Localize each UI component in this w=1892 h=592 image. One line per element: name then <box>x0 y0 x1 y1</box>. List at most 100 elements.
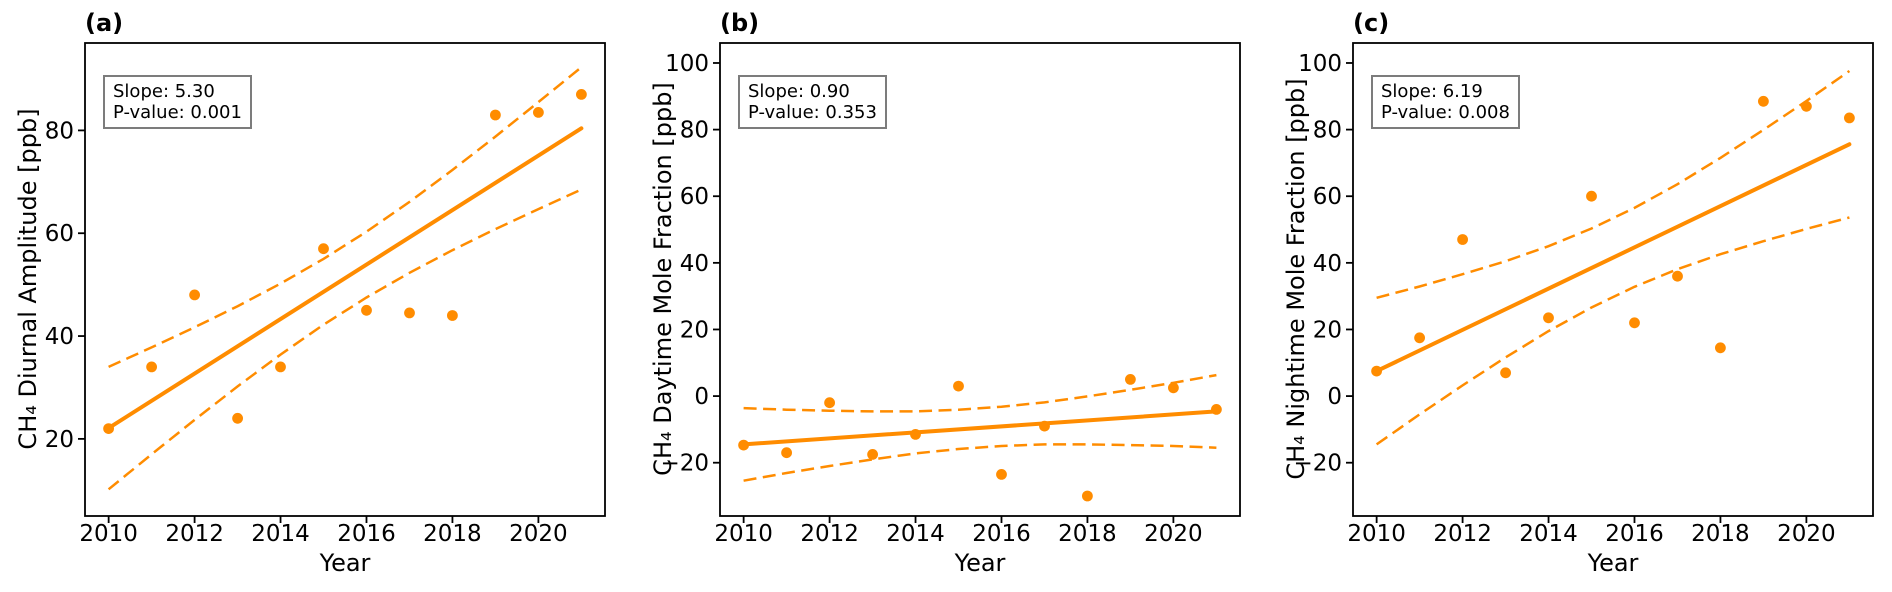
scatter-point <box>404 307 415 319</box>
scatter-point <box>867 449 878 460</box>
scatter-point <box>824 397 835 409</box>
panel-c-pvalue-label: P-value: 0.008 <box>1381 102 1510 123</box>
y-tick-label: 0 <box>1327 384 1342 410</box>
panel-a-y-axis-label: CH₄ Diurnal Amplitude [ppb] <box>14 108 42 450</box>
panel-b-x-axis-label: Year <box>954 549 1006 577</box>
fit-line <box>106 126 584 431</box>
scatter-point <box>1586 190 1597 202</box>
panel-b-y-axis-label: CH₄ Daytime Mole Fraction [ppb] <box>649 82 677 476</box>
panel-a-slope-label: Slope: 5.30 <box>113 81 215 102</box>
scatter-point <box>1082 490 1093 502</box>
ci-lower-line <box>1375 216 1850 446</box>
y-tick-label: 20 <box>1313 317 1342 343</box>
y-tick-label: 60 <box>45 221 74 247</box>
fit-line <box>741 409 1219 447</box>
y-tick-label: 40 <box>45 324 74 350</box>
y-tick-label: 80 <box>680 118 709 144</box>
x-tick-label: 2014 <box>251 521 310 547</box>
x-tick-label: 2016 <box>972 521 1031 547</box>
scatter-point <box>738 439 749 451</box>
y-tick-label: 100 <box>1298 51 1342 77</box>
scatter-point <box>1039 420 1050 432</box>
panel-c-annotation-box: Slope: 6.19 P-value: 0.008 <box>1371 75 1520 129</box>
scatter-point <box>1715 342 1726 354</box>
x-tick-label: 2010 <box>1347 521 1406 547</box>
scatter-point <box>1543 312 1554 324</box>
ci-lower-line <box>107 188 582 491</box>
scatter-point <box>275 361 286 373</box>
ci-lower-line <box>743 443 1217 482</box>
panel-b-title: (b) <box>720 9 760 37</box>
y-tick-label: 80 <box>45 118 74 144</box>
scatter-point <box>1211 404 1222 415</box>
scatter-point <box>996 469 1007 480</box>
x-tick-label: 2012 <box>165 521 224 547</box>
scatter-point <box>1758 95 1769 107</box>
y-tick-label: −20 <box>1293 451 1342 477</box>
y-tick-label: 20 <box>45 427 74 453</box>
x-tick-label: 2018 <box>1691 521 1750 547</box>
panel-b-pvalue-label: P-value: 0.353 <box>748 102 877 123</box>
y-tick-label: 80 <box>1313 118 1342 144</box>
fit-line <box>1374 142 1852 374</box>
scatter-point <box>447 310 458 321</box>
scatter-point <box>1371 365 1382 377</box>
panel-b-annotation-box: Slope: 0.90 P-value: 0.353 <box>738 75 887 129</box>
x-tick-label: 2020 <box>1777 521 1836 547</box>
x-tick-label: 2016 <box>1605 521 1664 547</box>
scatter-point <box>1125 374 1136 385</box>
panel-a-annotation-box: Slope: 5.30 P-value: 0.001 <box>103 75 252 129</box>
ci-upper-line <box>743 373 1217 413</box>
x-tick-label: 2020 <box>1144 521 1203 547</box>
panel-b-slope-label: Slope: 0.90 <box>748 81 850 102</box>
panel-c-x-axis-label: Year <box>1587 549 1639 577</box>
x-tick-label: 2010 <box>714 521 773 547</box>
scatter-point <box>910 429 921 440</box>
panel-c-y-axis-label: CH₄ Nightime Mole Fraction [ppb] <box>1282 78 1310 480</box>
y-tick-label: −20 <box>660 451 709 477</box>
scatter-point <box>103 423 114 434</box>
x-tick-label: 2010 <box>79 521 138 547</box>
scatter-point <box>1457 234 1468 245</box>
panel-a-pvalue-label: P-value: 0.001 <box>113 102 242 123</box>
scatter-point <box>953 380 964 392</box>
plot-border <box>84 42 606 517</box>
scatter-point <box>1629 317 1640 329</box>
scatter-point <box>1844 112 1855 124</box>
panel-b: 2010 2012 2014 2016 2018 2020 −20 0 20 40 60 80 100 <box>660 42 1241 547</box>
scatter-point <box>1672 270 1683 282</box>
panel-a-x-axis-label: Year <box>319 549 371 577</box>
scatter-point <box>361 304 372 316</box>
scatter-point <box>232 412 244 424</box>
plot-border <box>1352 42 1874 517</box>
scatter-point <box>576 89 587 100</box>
scatter-point <box>1801 100 1812 112</box>
panel-c: 2010 2012 2014 2016 2018 2020 −20 0 20 40 60 80 100 <box>1293 42 1874 547</box>
y-tick-label: 40 <box>680 251 709 277</box>
scatter-point <box>490 109 501 121</box>
scatter-point <box>1168 382 1179 394</box>
x-tick-label: 2016 <box>337 521 396 547</box>
plot-border <box>719 42 1241 517</box>
x-tick-label: 2018 <box>423 521 482 547</box>
x-tick-label: 2014 <box>1519 521 1578 547</box>
y-tick-label: 60 <box>680 184 709 210</box>
ci-upper-line <box>1376 69 1851 300</box>
scatter-point <box>318 243 329 255</box>
x-tick-label: 2014 <box>886 521 945 547</box>
x-tick-label: 2012 <box>800 521 859 547</box>
y-tick-label: 60 <box>1313 184 1342 210</box>
scatter-point <box>146 361 158 373</box>
scatter-point <box>189 289 201 301</box>
panel-c-title: (c) <box>1353 9 1390 37</box>
y-tick-label: 40 <box>1313 251 1342 277</box>
x-tick-label: 2020 <box>509 521 568 547</box>
x-tick-label: 2018 <box>1058 521 1117 547</box>
y-tick-label: 100 <box>665 51 709 77</box>
scatter-point <box>781 447 792 459</box>
scatter-point <box>1414 332 1425 344</box>
x-tick-label: 2012 <box>1433 521 1492 547</box>
